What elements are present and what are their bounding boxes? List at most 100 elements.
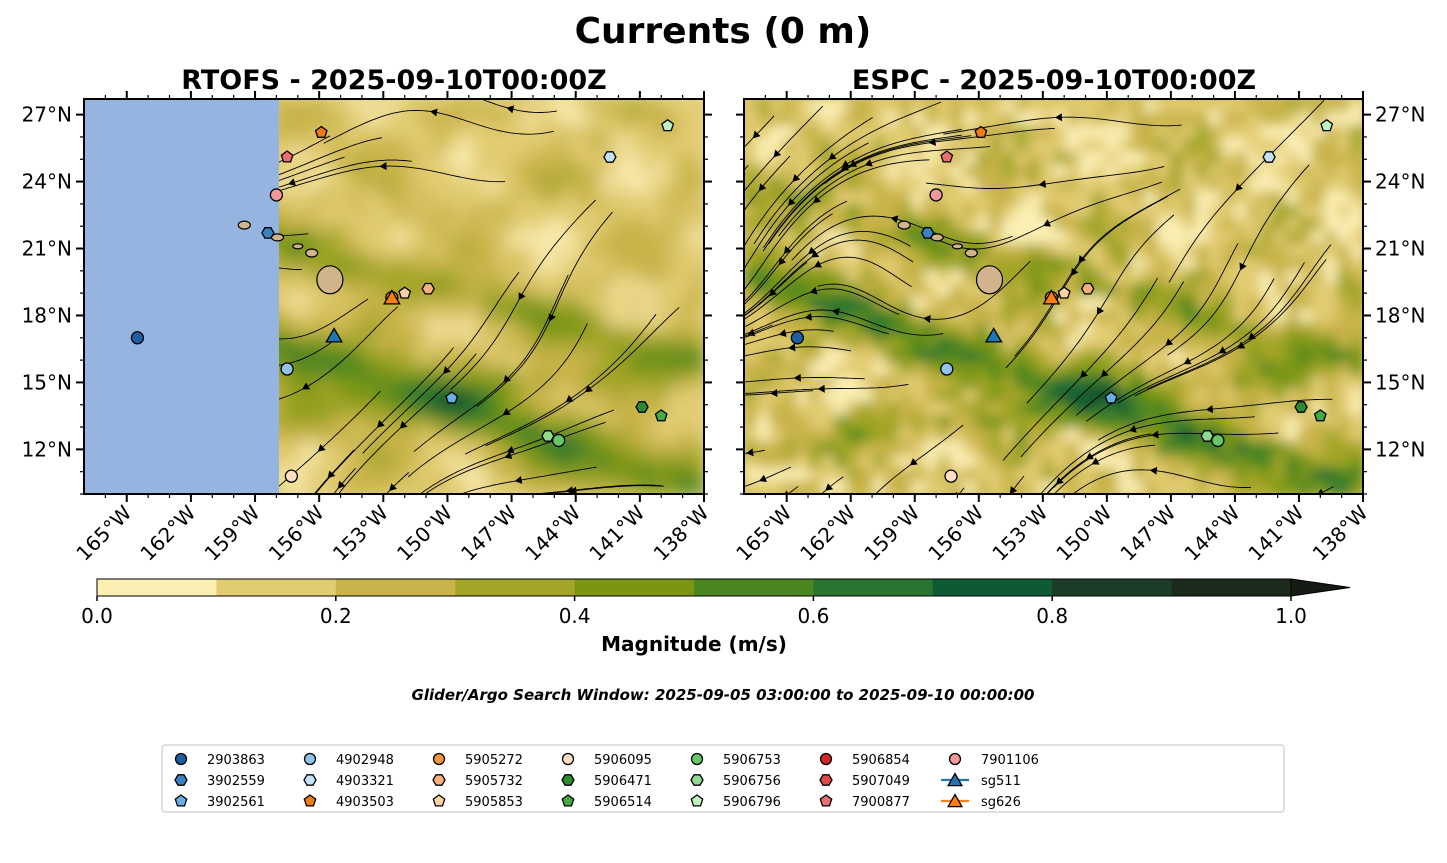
magnitude-cell	[1208, 151, 1223, 166]
magnitude-cell	[1272, 243, 1287, 258]
magnitude-cell	[1040, 336, 1055, 351]
magnitude-cell	[1337, 151, 1352, 166]
magnitude-cell	[1027, 230, 1042, 245]
magnitude-cell	[1285, 467, 1300, 482]
island	[237, 220, 251, 230]
magnitude-cell	[394, 336, 408, 351]
magnitude-cell	[756, 454, 771, 469]
magnitude-cell	[1053, 428, 1068, 443]
x-tick-label: 159°W	[200, 500, 265, 565]
magnitude-cell	[303, 125, 318, 140]
streamline-arrow	[584, 384, 593, 393]
colorbar-label: Magnitude (m/s)	[601, 632, 787, 656]
magnitude-cell	[1079, 191, 1094, 206]
magnitude-cell	[458, 99, 473, 114]
magnitude-cell	[587, 441, 602, 456]
magnitude-cell	[523, 454, 538, 469]
magnitude-cell	[1208, 467, 1223, 482]
magnitude-cell	[587, 349, 602, 364]
magnitude-cell	[950, 204, 965, 219]
magnitude-cell	[950, 480, 965, 494]
magnitude-cell	[1182, 230, 1197, 245]
magnitude-cell	[976, 401, 990, 416]
map-marker-2903863	[790, 331, 805, 345]
magnitude-cell	[574, 270, 589, 285]
magnitude-cell	[1221, 283, 1235, 298]
magnitude-cell	[1208, 217, 1223, 232]
magnitude-cell	[976, 349, 990, 364]
magnitude-cell	[316, 112, 331, 127]
magnitude-cell	[406, 257, 421, 272]
magnitude-cell	[1350, 204, 1363, 219]
magnitude-cell	[484, 99, 499, 114]
magnitude-cell	[950, 112, 965, 127]
magnitude-cell	[885, 336, 900, 351]
magnitude-cell	[1169, 388, 1184, 403]
magnitude-cell	[976, 243, 990, 258]
streamline-arrow	[1235, 183, 1243, 192]
magnitude-cell	[1285, 204, 1300, 219]
magnitude-cell	[1001, 283, 1016, 298]
magnitude-cell	[1040, 388, 1055, 403]
magnitude-cell	[1001, 204, 1016, 219]
magnitude-cell	[898, 441, 913, 456]
magnitude-cell	[458, 322, 473, 337]
streamline-arrow	[399, 420, 408, 429]
legend-label-5906753: 5906753	[723, 753, 781, 768]
magnitude-cell	[652, 243, 667, 258]
magnitude-cell	[1001, 454, 1016, 469]
streamline-arrow	[1078, 255, 1086, 264]
magnitude-cell	[937, 99, 952, 114]
magnitude-cell	[1027, 322, 1042, 337]
magnitude-cell	[691, 138, 704, 153]
magnitude-cell	[1027, 283, 1042, 298]
magnitude-cell	[1130, 283, 1145, 298]
magnitude-cell	[808, 415, 823, 430]
magnitude-cell	[691, 112, 704, 127]
magnitude-cell	[587, 230, 602, 245]
magnitude-cell	[873, 217, 887, 232]
magnitude-cell	[316, 296, 331, 311]
magnitude-cell	[950, 401, 965, 416]
magnitude-cell	[497, 138, 512, 153]
streamline-arrow	[928, 138, 936, 146]
magnitude-cell	[691, 388, 704, 403]
magnitude-cell	[1350, 178, 1363, 193]
magnitude-cell	[898, 388, 913, 403]
magnitude-cell	[1014, 375, 1029, 390]
magnitude-cell	[1156, 125, 1171, 140]
magnitude-cell	[626, 243, 641, 258]
magnitude-cell	[561, 362, 576, 377]
magnitude-cell	[613, 388, 628, 403]
magnitude-cell	[1118, 375, 1132, 390]
magnitude-cell	[523, 178, 538, 193]
magnitude-cell	[355, 243, 370, 258]
magnitude-cell	[860, 362, 874, 377]
streamline	[875, 424, 964, 494]
magnitude-cell	[950, 375, 965, 390]
magnitude-cell	[1272, 336, 1287, 351]
streamline-arrow	[1043, 219, 1051, 227]
magnitude-cell	[1092, 336, 1107, 351]
magnitude-cell	[1350, 322, 1363, 337]
magnitude-cell	[600, 270, 615, 285]
y-tick-label: 12°N	[22, 437, 72, 461]
magnitude-cell	[963, 375, 978, 390]
magnitude-cell	[290, 217, 305, 232]
magnitude-cell	[355, 349, 370, 364]
magnitude-cell	[368, 401, 383, 416]
magnitude-cell	[1324, 191, 1339, 206]
streamline	[744, 346, 851, 357]
legend-marker-4903503	[303, 794, 317, 807]
magnitude-cell	[885, 375, 900, 390]
magnitude-cell	[821, 257, 836, 272]
magnitude-cell	[613, 164, 628, 179]
magnitude-cell	[1066, 151, 1081, 166]
magnitude-cell	[1195, 164, 1210, 179]
magnitude-cell	[1130, 480, 1145, 494]
axes-frame-rtofs	[83, 98, 705, 495]
magnitude-cell	[613, 112, 628, 127]
magnitude-cell	[808, 243, 823, 258]
magnitude-cell	[782, 217, 797, 232]
magnitude-cell	[691, 296, 704, 311]
